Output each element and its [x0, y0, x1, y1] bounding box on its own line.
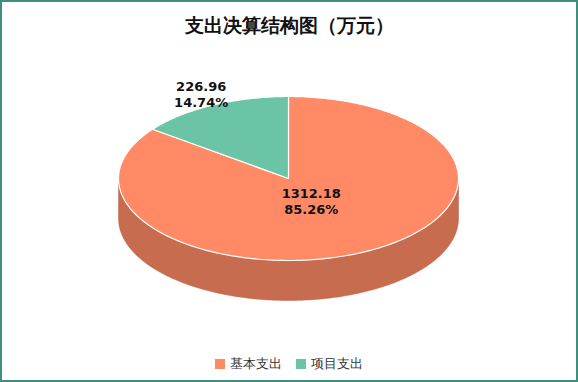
html-text:基本支出: 基本支出 — [230, 355, 282, 371]
svg-text:1312.1885.26%: 1312.1885.26% — [282, 186, 341, 217]
html-text:项目支出: 项目支出 — [311, 355, 363, 371]
svg-text:226.9614.74%: 226.9614.74% — [174, 79, 228, 110]
html-text:支出决算结构图（万元）: 支出决算结构图（万元） — [184, 14, 394, 36]
